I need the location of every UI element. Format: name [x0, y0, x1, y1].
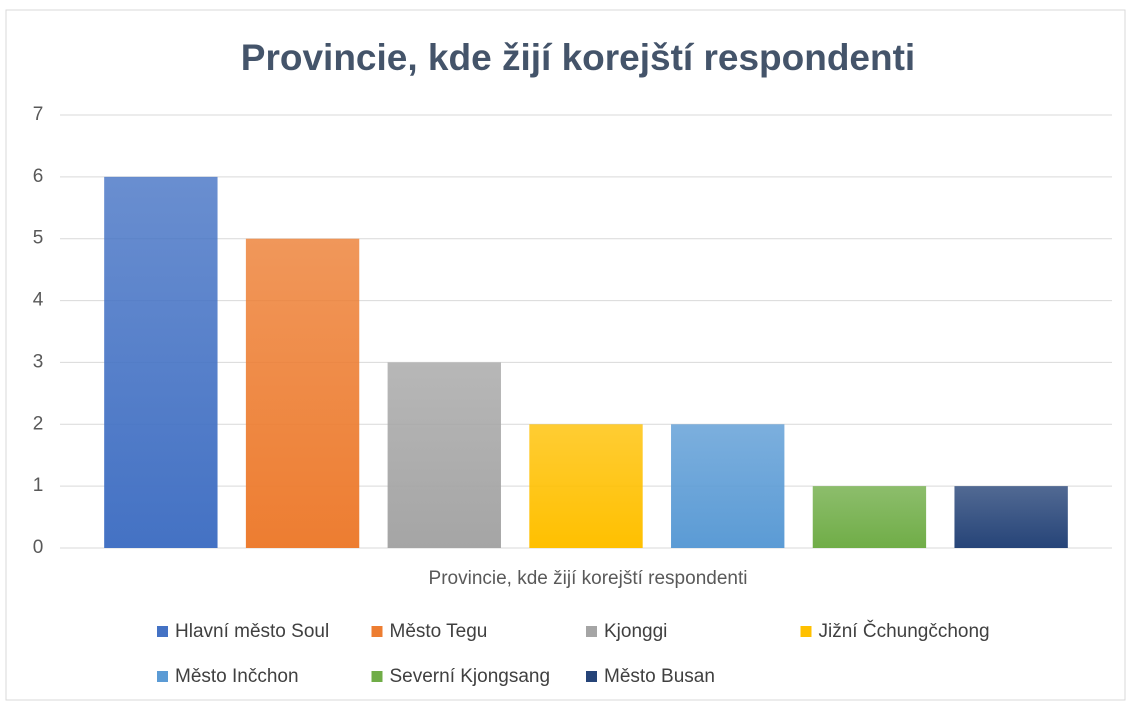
legend-swatch: [371, 626, 383, 637]
bar: [812, 486, 927, 548]
legend-label: Kjonggi: [604, 621, 667, 642]
y-tick-label: 0: [33, 537, 44, 558]
legend-label: Město Inčchon: [175, 666, 299, 687]
legend-label: Město Tegu: [390, 621, 488, 642]
y-tick-label: 7: [33, 104, 44, 125]
legend-swatch: [586, 626, 597, 637]
bar: [529, 424, 643, 548]
chart-title: Provincie, kde žijí korejští respondenti: [241, 37, 915, 78]
legend-label: Město Busan: [604, 666, 715, 687]
legend-swatch: [586, 671, 597, 682]
legend-swatch: [157, 671, 168, 682]
y-tick-label: 5: [33, 228, 44, 249]
x-axis-label: Provincie, kde žijí korejští respondenti: [429, 568, 748, 589]
bar: [671, 424, 785, 548]
y-tick-label: 2: [33, 413, 44, 434]
legend-swatch: [157, 626, 168, 637]
legend-label: Severní Kjongsang: [390, 666, 551, 687]
legend-swatch: [371, 671, 383, 682]
y-tick-label: 3: [33, 351, 44, 372]
legend-label: Jižní Čchungčchong: [819, 620, 990, 642]
y-tick-label: 6: [33, 166, 44, 187]
bar: [954, 486, 1068, 548]
bar: [104, 176, 218, 548]
y-tick-label: 4: [33, 290, 44, 311]
bar: [387, 362, 501, 548]
y-tick-label: 1: [33, 475, 44, 496]
legend-swatch: [800, 626, 812, 637]
bar: [245, 238, 360, 548]
legend-label: Hlavní město Soul: [175, 621, 329, 642]
